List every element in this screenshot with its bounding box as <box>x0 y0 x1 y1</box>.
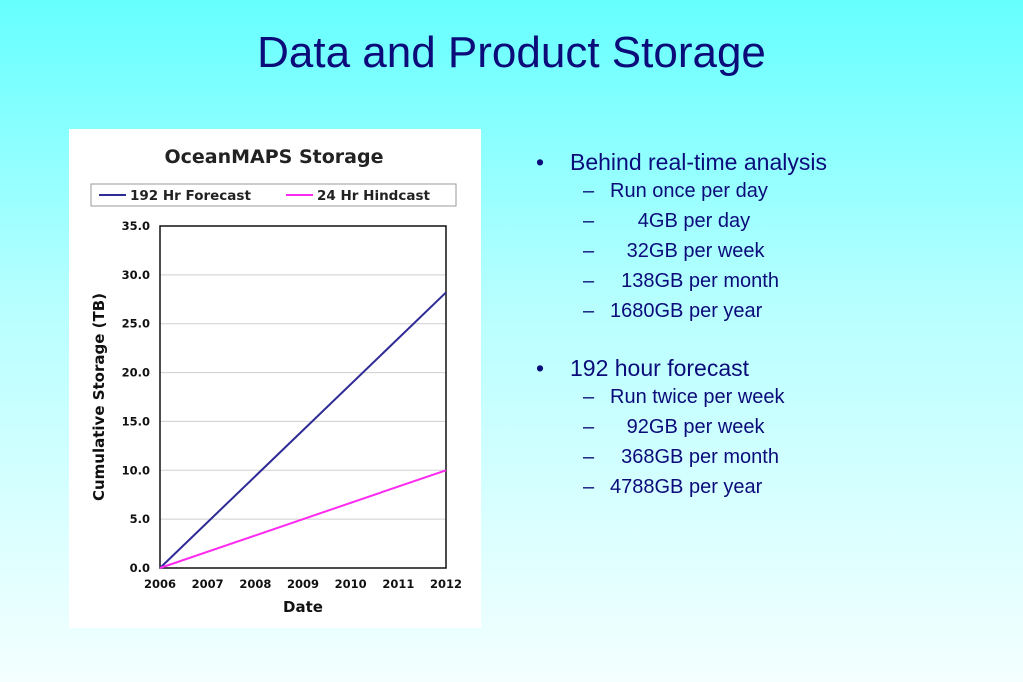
x-tick-label: 2007 <box>192 577 224 591</box>
y-tick-labels: 0.0 5.0 10.0 15.0 20.0 25.0 30.0 35.0 <box>122 219 150 575</box>
legend-box <box>90 183 457 207</box>
dash-mark: – <box>583 446 595 468</box>
sub-item: – Run twice per week <box>530 382 1000 412</box>
x-tick-label: 2010 <box>335 577 367 591</box>
legend-label-forecast: 192 Hr Forecast <box>130 188 251 204</box>
x-tick-label: 2009 <box>287 577 319 591</box>
dash-mark: – <box>583 270 595 292</box>
grid-layer <box>160 274 446 520</box>
sub-item: – 92GB per week <box>530 412 1000 442</box>
series-line-forecast <box>159 291 447 569</box>
dash-mark: – <box>583 386 595 408</box>
sub-text: 368GB per month <box>610 446 779 468</box>
bullet-text: 192 hour forecast <box>570 355 750 381</box>
sub-text: 92GB per week <box>610 416 765 438</box>
sub-item: – Run once per day <box>530 176 1000 206</box>
dash-mark: – <box>583 416 595 438</box>
x-tick-labels: 2006 2007 2008 2009 2010 2011 2012 <box>144 577 462 591</box>
y-tick-label: 30.0 <box>122 268 150 282</box>
y-tick-label: 25.0 <box>122 317 150 331</box>
sub-text: 32GB per week <box>610 240 765 262</box>
sub-text: 4GB per day <box>610 210 751 232</box>
sub-text: Run twice per week <box>610 386 785 408</box>
chart-legend: 192 Hr Forecast 24 Hr Hindcast <box>90 183 457 207</box>
chart-panel: OceanMAPS Storage 192 Hr Forecast 24 Hr … <box>69 129 481 628</box>
y-tick-label: 0.0 <box>130 561 150 575</box>
dash-mark: – <box>583 476 595 498</box>
series-line-hindcast <box>159 469 447 569</box>
sub-text: 1680GB per year <box>610 300 763 322</box>
sub-text: Run once per day <box>610 180 768 202</box>
y-tick-label: 20.0 <box>122 366 150 380</box>
sub-item: –1680GB per year <box>530 296 1000 326</box>
bullet-dot: • <box>536 149 545 175</box>
plot-area-frame <box>159 225 447 569</box>
bullet-text: Behind real-time analysis <box>570 149 827 175</box>
dash-mark: – <box>583 180 595 202</box>
bullet-dot: • <box>536 355 545 381</box>
x-tick-label: 2012 <box>430 577 462 591</box>
slide-title: Data and Product Storage <box>257 28 766 77</box>
sub-item: – 32GB per week <box>530 236 1000 266</box>
y-axis-label: Cumulative Storage (TB) <box>90 293 108 501</box>
y-tick-label: 15.0 <box>122 414 150 428</box>
bullet-item: • 192 hour forecast <box>530 354 1000 382</box>
bullet-group-forecast: • 192 hour forecast – Run twice per week –… <box>530 354 1000 502</box>
chart-title: OceanMAPS Storage <box>165 146 384 168</box>
bullet-group-analysis: • Behind real-time analysis – Run once per… <box>530 148 1000 326</box>
x-tick-label: 2008 <box>239 577 271 591</box>
y-tick-label: 10.0 <box>122 463 150 477</box>
sub-text: 4788GB per year <box>610 476 763 498</box>
sub-item: –4788GB per year <box>530 472 1000 502</box>
sub-item: – 368GB per month <box>530 442 1000 472</box>
bullet-item: • Behind real-time analysis <box>530 148 1000 176</box>
x-tick-label: 2011 <box>382 577 414 591</box>
series-layer <box>159 291 447 569</box>
dash-mark: – <box>583 210 595 232</box>
dash-mark: – <box>583 300 595 322</box>
y-tick-label: 5.0 <box>130 512 150 526</box>
sub-text: 138GB per month <box>610 270 779 292</box>
bullet-list: • Behind real-time analysis – Run once per… <box>530 148 1000 530</box>
dash-mark: – <box>583 240 595 262</box>
x-axis-label: Date <box>283 598 323 616</box>
sub-item: – 138GB per month <box>530 266 1000 296</box>
storage-chart: OceanMAPS Storage 192 Hr Forecast 24 Hr … <box>90 146 462 616</box>
sub-item: – 4GB per day <box>530 206 1000 236</box>
y-tick-label: 35.0 <box>122 219 150 233</box>
legend-label-hindcast: 24 Hr Hindcast <box>317 188 430 204</box>
x-tick-label: 2006 <box>144 577 176 591</box>
